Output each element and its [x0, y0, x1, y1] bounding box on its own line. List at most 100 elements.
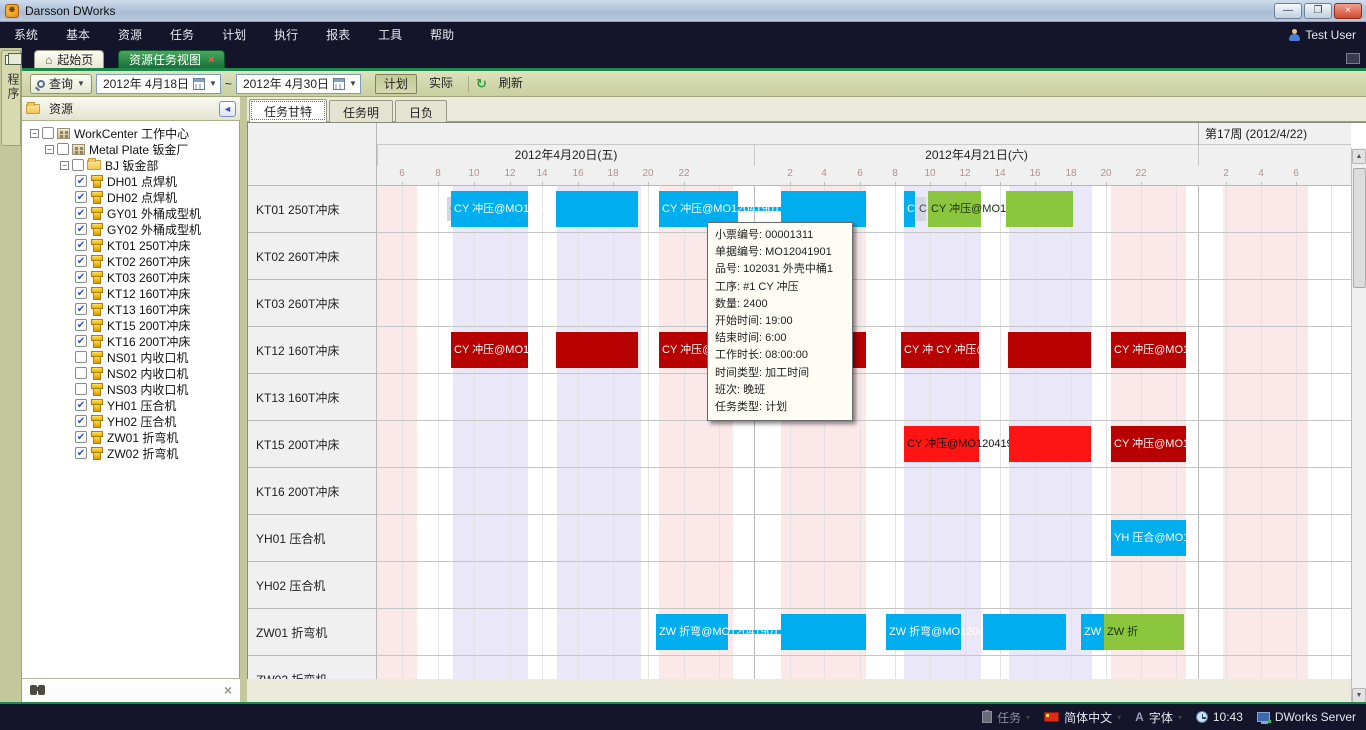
gantt-task-bar[interactable] — [1008, 332, 1091, 368]
gantt-task-bar[interactable]: CY 冲压@MO12041902 — [928, 191, 1049, 227]
query-button[interactable]: 查询 ▼ — [30, 73, 92, 94]
menu-item-资源[interactable]: 资源 — [118, 28, 143, 42]
status-item-flag[interactable]: 简体中文 ▾ — [1044, 709, 1121, 726]
tree-item[interactable]: ✔ KT01 250T冲床 — [22, 237, 240, 253]
tree-checkbox[interactable]: ✔ — [75, 415, 87, 427]
gantt-task-bar[interactable]: ZW — [1081, 614, 1104, 650]
tree-item[interactable]: − WorkCenter 工作中心 — [22, 125, 240, 141]
gantt-tab-任务明细[interactable]: 任务明细 — [329, 100, 393, 137]
tree-checkbox[interactable] — [75, 351, 87, 363]
date-to-field[interactable]: 2012年 4月30日 ▼ — [235, 73, 361, 94]
menu-item-报表[interactable]: 报表 — [326, 28, 351, 42]
vertical-scrollbar[interactable]: ▲ ▼ — [1351, 148, 1366, 705]
tree-checkbox[interactable]: ✔ — [75, 335, 87, 347]
gantt-task-bar[interactable] — [781, 614, 866, 650]
window-list-icon[interactable] — [1346, 53, 1360, 64]
status-item-clock[interactable]: 10:43 — [1195, 710, 1243, 724]
minimize-button[interactable]: — — [1274, 3, 1302, 19]
tree-checkbox[interactable]: ✔ — [75, 191, 87, 203]
tree-item[interactable]: ✔ KT02 260T冲床 — [22, 253, 240, 269]
actual-toggle-button[interactable]: 实际 — [428, 75, 453, 90]
gantt-task-bar[interactable]: ZW 折弯@MO12041901 — [886, 614, 1009, 650]
tree-checkbox[interactable]: ✔ — [75, 303, 87, 315]
gantt-task-bar[interactable] — [738, 207, 781, 211]
menu-item-工具[interactable]: 工具 — [378, 28, 403, 42]
tree-expander-icon[interactable]: − — [30, 128, 39, 138]
tree-item[interactable]: ✔ KT12 160T冲床 — [22, 285, 240, 301]
program-panel-tab[interactable]: 程序 — [1, 50, 22, 146]
tree-checkbox[interactable] — [75, 383, 87, 395]
dropdown-caret-icon[interactable]: ▾ — [1026, 712, 1031, 722]
menu-item-执行[interactable]: 执行 — [274, 28, 299, 42]
restore-button[interactable]: ❐ — [1304, 3, 1332, 19]
gantt-task-bar[interactable] — [556, 332, 638, 368]
vertical-scroll-thumb[interactable] — [1353, 168, 1366, 288]
tree-item[interactable]: NS02 内收口机 — [22, 365, 240, 381]
tree-expander-icon[interactable]: − — [45, 144, 54, 154]
gantt-task-bar[interactable] — [1009, 426, 1091, 462]
gantt-task-bar[interactable]: YH 压合@MO1 — [1111, 520, 1186, 556]
date-from-field[interactable]: 2012年 4月18日 ▼ — [95, 73, 221, 94]
refresh-button[interactable]: 刷新 — [498, 75, 523, 90]
gantt-task-bar[interactable] — [728, 630, 781, 634]
tree-item[interactable]: ✔ KT13 160T冲床 — [22, 301, 240, 317]
status-item-afont[interactable]: A 字体 ▾ — [1135, 709, 1182, 726]
tree-item[interactable]: ✔ ZW02 折弯机 — [22, 445, 240, 461]
tree-checkbox[interactable]: ✔ — [75, 447, 87, 459]
gantt-task-bar[interactable] — [556, 191, 638, 227]
user-box[interactable]: Test User — [1289, 22, 1356, 48]
close-button[interactable]: × — [1334, 3, 1362, 19]
tree-item[interactable]: ✔ KT16 200T冲床 — [22, 333, 240, 349]
tree-item[interactable]: ✔ KT03 260T冲床 — [22, 269, 240, 285]
date-from-dropdown-icon[interactable]: ▼ — [209, 79, 217, 88]
tab-home[interactable]: ⌂ 起始页 — [34, 50, 105, 68]
status-item-clipboard[interactable]: 任务 ▾ — [982, 709, 1030, 726]
gantt-task-bar[interactable]: CY 冲 CY 冲压@MO12041904 — [901, 332, 1054, 368]
tree-item[interactable]: ✔ GY02 外桶成型机 — [22, 221, 240, 237]
tree-item[interactable]: NS01 内收口机 — [22, 349, 240, 365]
gantt-task-bar[interactable]: C — [916, 197, 927, 221]
tree-checkbox[interactable] — [72, 159, 84, 171]
menu-item-基本[interactable]: 基本 — [66, 28, 91, 42]
tree-checkbox[interactable] — [57, 143, 69, 155]
find-icon[interactable] — [30, 685, 40, 695]
tree-checkbox[interactable]: ✔ — [75, 223, 87, 235]
gantt-task-bar[interactable]: CY 冲压@MO1 — [1111, 332, 1186, 368]
gantt-task-bar[interactable]: CY 冲压@MO12041904 — [451, 332, 572, 368]
gantt-task-bar[interactable]: C — [904, 191, 915, 227]
gantt-task-bar[interactable] — [1006, 191, 1073, 227]
panel-collapse-button[interactable]: ◄ — [219, 101, 236, 117]
gantt-tab-任务甘特图[interactable]: 任务甘特图 — [249, 99, 327, 136]
dropdown-caret-icon[interactable]: ▾ — [1117, 712, 1122, 722]
tree-item[interactable]: ✔ YH01 压合机 — [22, 397, 240, 413]
plan-toggle-button[interactable]: 计划 — [374, 73, 417, 94]
tree-item[interactable]: NS03 内收口机 — [22, 381, 240, 397]
gantt-task-bar[interactable]: CY 冲压@MO12041901 — [659, 191, 780, 227]
gantt-task-bar[interactable]: CY 冲压@MO12041903 — [904, 426, 1025, 462]
tab-resource-task-view[interactable]: 资源任务视图 × — [118, 50, 226, 68]
tree-checkbox[interactable]: ✔ — [75, 319, 87, 331]
tree-item[interactable]: ✔ ZW01 折弯机 — [22, 429, 240, 445]
tree-checkbox[interactable]: ✔ — [75, 431, 87, 443]
gantt-task-bar[interactable]: CY 冲压@MO12041901 — [451, 191, 572, 227]
tree-checkbox[interactable]: ✔ — [75, 287, 87, 299]
tab-close-icon[interactable]: × — [208, 53, 215, 66]
tree-item[interactable]: ✔ YH02 压合机 — [22, 413, 240, 429]
query-dropdown-icon[interactable]: ▼ — [77, 79, 85, 88]
tree-item[interactable]: ✔ DH02 点焊机 — [22, 189, 240, 205]
gantt-task-bar[interactable] — [983, 614, 1066, 650]
tree-item[interactable]: − BJ 钣金部 — [22, 157, 240, 173]
tree-checkbox[interactable]: ✔ — [75, 207, 87, 219]
gantt-task-bar[interactable]: ZW 折弯@MO12041901 — [656, 614, 779, 650]
gantt-task-bar[interactable]: ZW 折 — [1104, 614, 1184, 650]
scroll-up-arrow[interactable]: ▲ — [1352, 149, 1366, 164]
tree-item[interactable]: − Metal Plate 钣金厂 — [22, 141, 240, 157]
menu-item-任务[interactable]: 任务 — [170, 28, 195, 42]
status-item-server[interactable]: DWorks Server — [1256, 710, 1356, 724]
clear-filter-icon[interactable]: × — [223, 682, 232, 698]
tree-item[interactable]: ✔ KT15 200T冲床 — [22, 317, 240, 333]
tree-item[interactable]: ✔ DH01 点焊机 — [22, 173, 240, 189]
tree-checkbox[interactable]: ✔ — [75, 271, 87, 283]
tree-item[interactable]: ✔ GY01 外桶成型机 — [22, 205, 240, 221]
gantt-task-bar[interactable]: CY 冲压@MO1 — [1111, 426, 1186, 462]
